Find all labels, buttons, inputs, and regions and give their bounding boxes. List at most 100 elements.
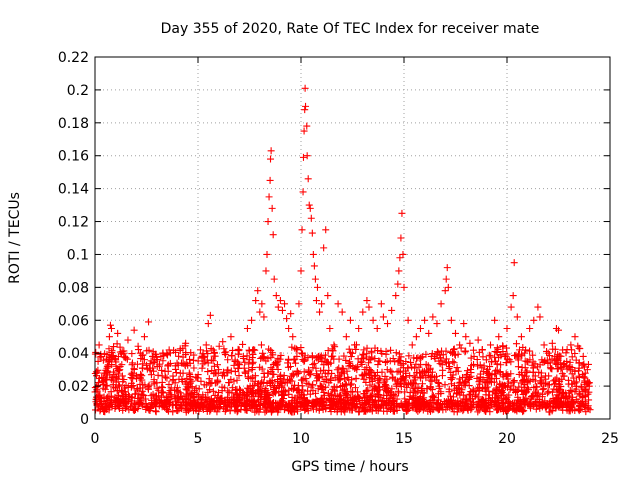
y-tick-label: 0.16: [58, 149, 89, 165]
noise-marker: [320, 378, 328, 386]
noise-marker: [197, 396, 205, 404]
noise-marker: [333, 366, 341, 374]
noise-marker: [294, 381, 302, 389]
noise-marker: [438, 347, 446, 355]
noise-marker: [208, 402, 216, 410]
noise-marker: [233, 408, 241, 416]
noise-marker: [277, 375, 285, 383]
data-point: [105, 333, 113, 341]
noise-marker: [344, 398, 352, 406]
noise-marker: [309, 387, 317, 395]
noise-marker: [501, 394, 509, 402]
noise-marker: [272, 385, 280, 393]
noise-marker: [339, 365, 347, 373]
data-point: [351, 341, 359, 349]
noise-marker: [336, 391, 344, 399]
noise-marker: [199, 360, 207, 368]
noise-marker: [241, 402, 249, 410]
noise-marker: [378, 349, 386, 357]
noise-marker: [577, 402, 585, 410]
noise-marker: [504, 371, 512, 379]
noise-marker: [405, 399, 413, 407]
noise-marker: [314, 374, 322, 382]
noise-marker: [428, 372, 436, 380]
noise-marker: [256, 401, 264, 409]
data-point: [513, 313, 521, 321]
data-point: [548, 339, 556, 347]
data-point: [482, 356, 490, 364]
noise-marker: [479, 353, 487, 361]
data-point: [359, 308, 367, 316]
data-point: [559, 346, 567, 354]
noise-marker: [154, 386, 162, 394]
noise-marker: [340, 400, 348, 408]
noise-marker: [158, 388, 166, 396]
data-point: [103, 362, 111, 370]
data-point: [377, 300, 385, 308]
noise-marker: [207, 345, 215, 353]
data-point: [398, 209, 406, 217]
noise-marker: [498, 399, 506, 407]
noise-marker: [172, 348, 180, 356]
noise-marker: [203, 397, 211, 405]
data-point: [456, 341, 464, 349]
noise-marker: [128, 383, 136, 391]
noise-marker: [343, 367, 351, 375]
data-point: [303, 152, 311, 160]
noise-marker: [372, 406, 380, 414]
noise-marker: [257, 341, 265, 349]
noise-marker: [200, 381, 208, 389]
data-point: [444, 283, 452, 291]
noise-marker: [550, 396, 558, 404]
data-point: [293, 352, 301, 360]
data-point: [269, 231, 277, 239]
noise-marker: [115, 404, 123, 412]
noise-marker: [232, 386, 240, 394]
noise-marker: [454, 405, 462, 413]
noise-marker: [352, 364, 360, 372]
noise-marker: [383, 366, 391, 374]
noise-marker: [111, 384, 119, 392]
noise-marker: [394, 377, 402, 385]
noise-marker: [552, 360, 560, 368]
noise-marker: [323, 396, 331, 404]
data-point: [120, 376, 128, 384]
noise-marker: [204, 350, 212, 358]
noise-marker: [176, 389, 184, 397]
noise-marker: [515, 383, 523, 391]
noise-marker: [523, 372, 531, 380]
noise-marker: [190, 389, 198, 397]
noise-marker: [441, 358, 449, 366]
data-point: [235, 346, 243, 354]
noise-marker: [319, 406, 327, 414]
noise-marker: [331, 399, 339, 407]
noise-marker: [358, 357, 366, 365]
noise-marker: [386, 367, 394, 375]
noise-marker: [505, 379, 513, 387]
noise-marker: [109, 351, 117, 359]
noise-marker: [382, 386, 390, 394]
noise-marker: [492, 367, 500, 375]
noise-marker: [179, 344, 187, 352]
noise-marker: [155, 362, 163, 370]
noise-marker: [143, 347, 151, 355]
noise-marker: [360, 390, 368, 398]
data-point: [470, 352, 478, 360]
noise-marker: [543, 389, 551, 397]
data-point: [267, 155, 275, 163]
noise-marker: [420, 367, 428, 375]
data-point: [442, 275, 450, 283]
noise-marker: [230, 396, 238, 404]
noise-marker: [383, 357, 391, 365]
data-point: [487, 341, 495, 349]
data-point: [299, 153, 307, 161]
noise-marker: [353, 388, 361, 396]
noise-marker: [169, 408, 177, 416]
data-point: [447, 316, 455, 324]
noise-marker: [419, 403, 427, 411]
noise-marker: [365, 359, 373, 367]
data-point: [112, 356, 120, 364]
data-point: [536, 313, 544, 321]
noise-marker: [163, 350, 171, 358]
noise-marker: [148, 399, 156, 407]
